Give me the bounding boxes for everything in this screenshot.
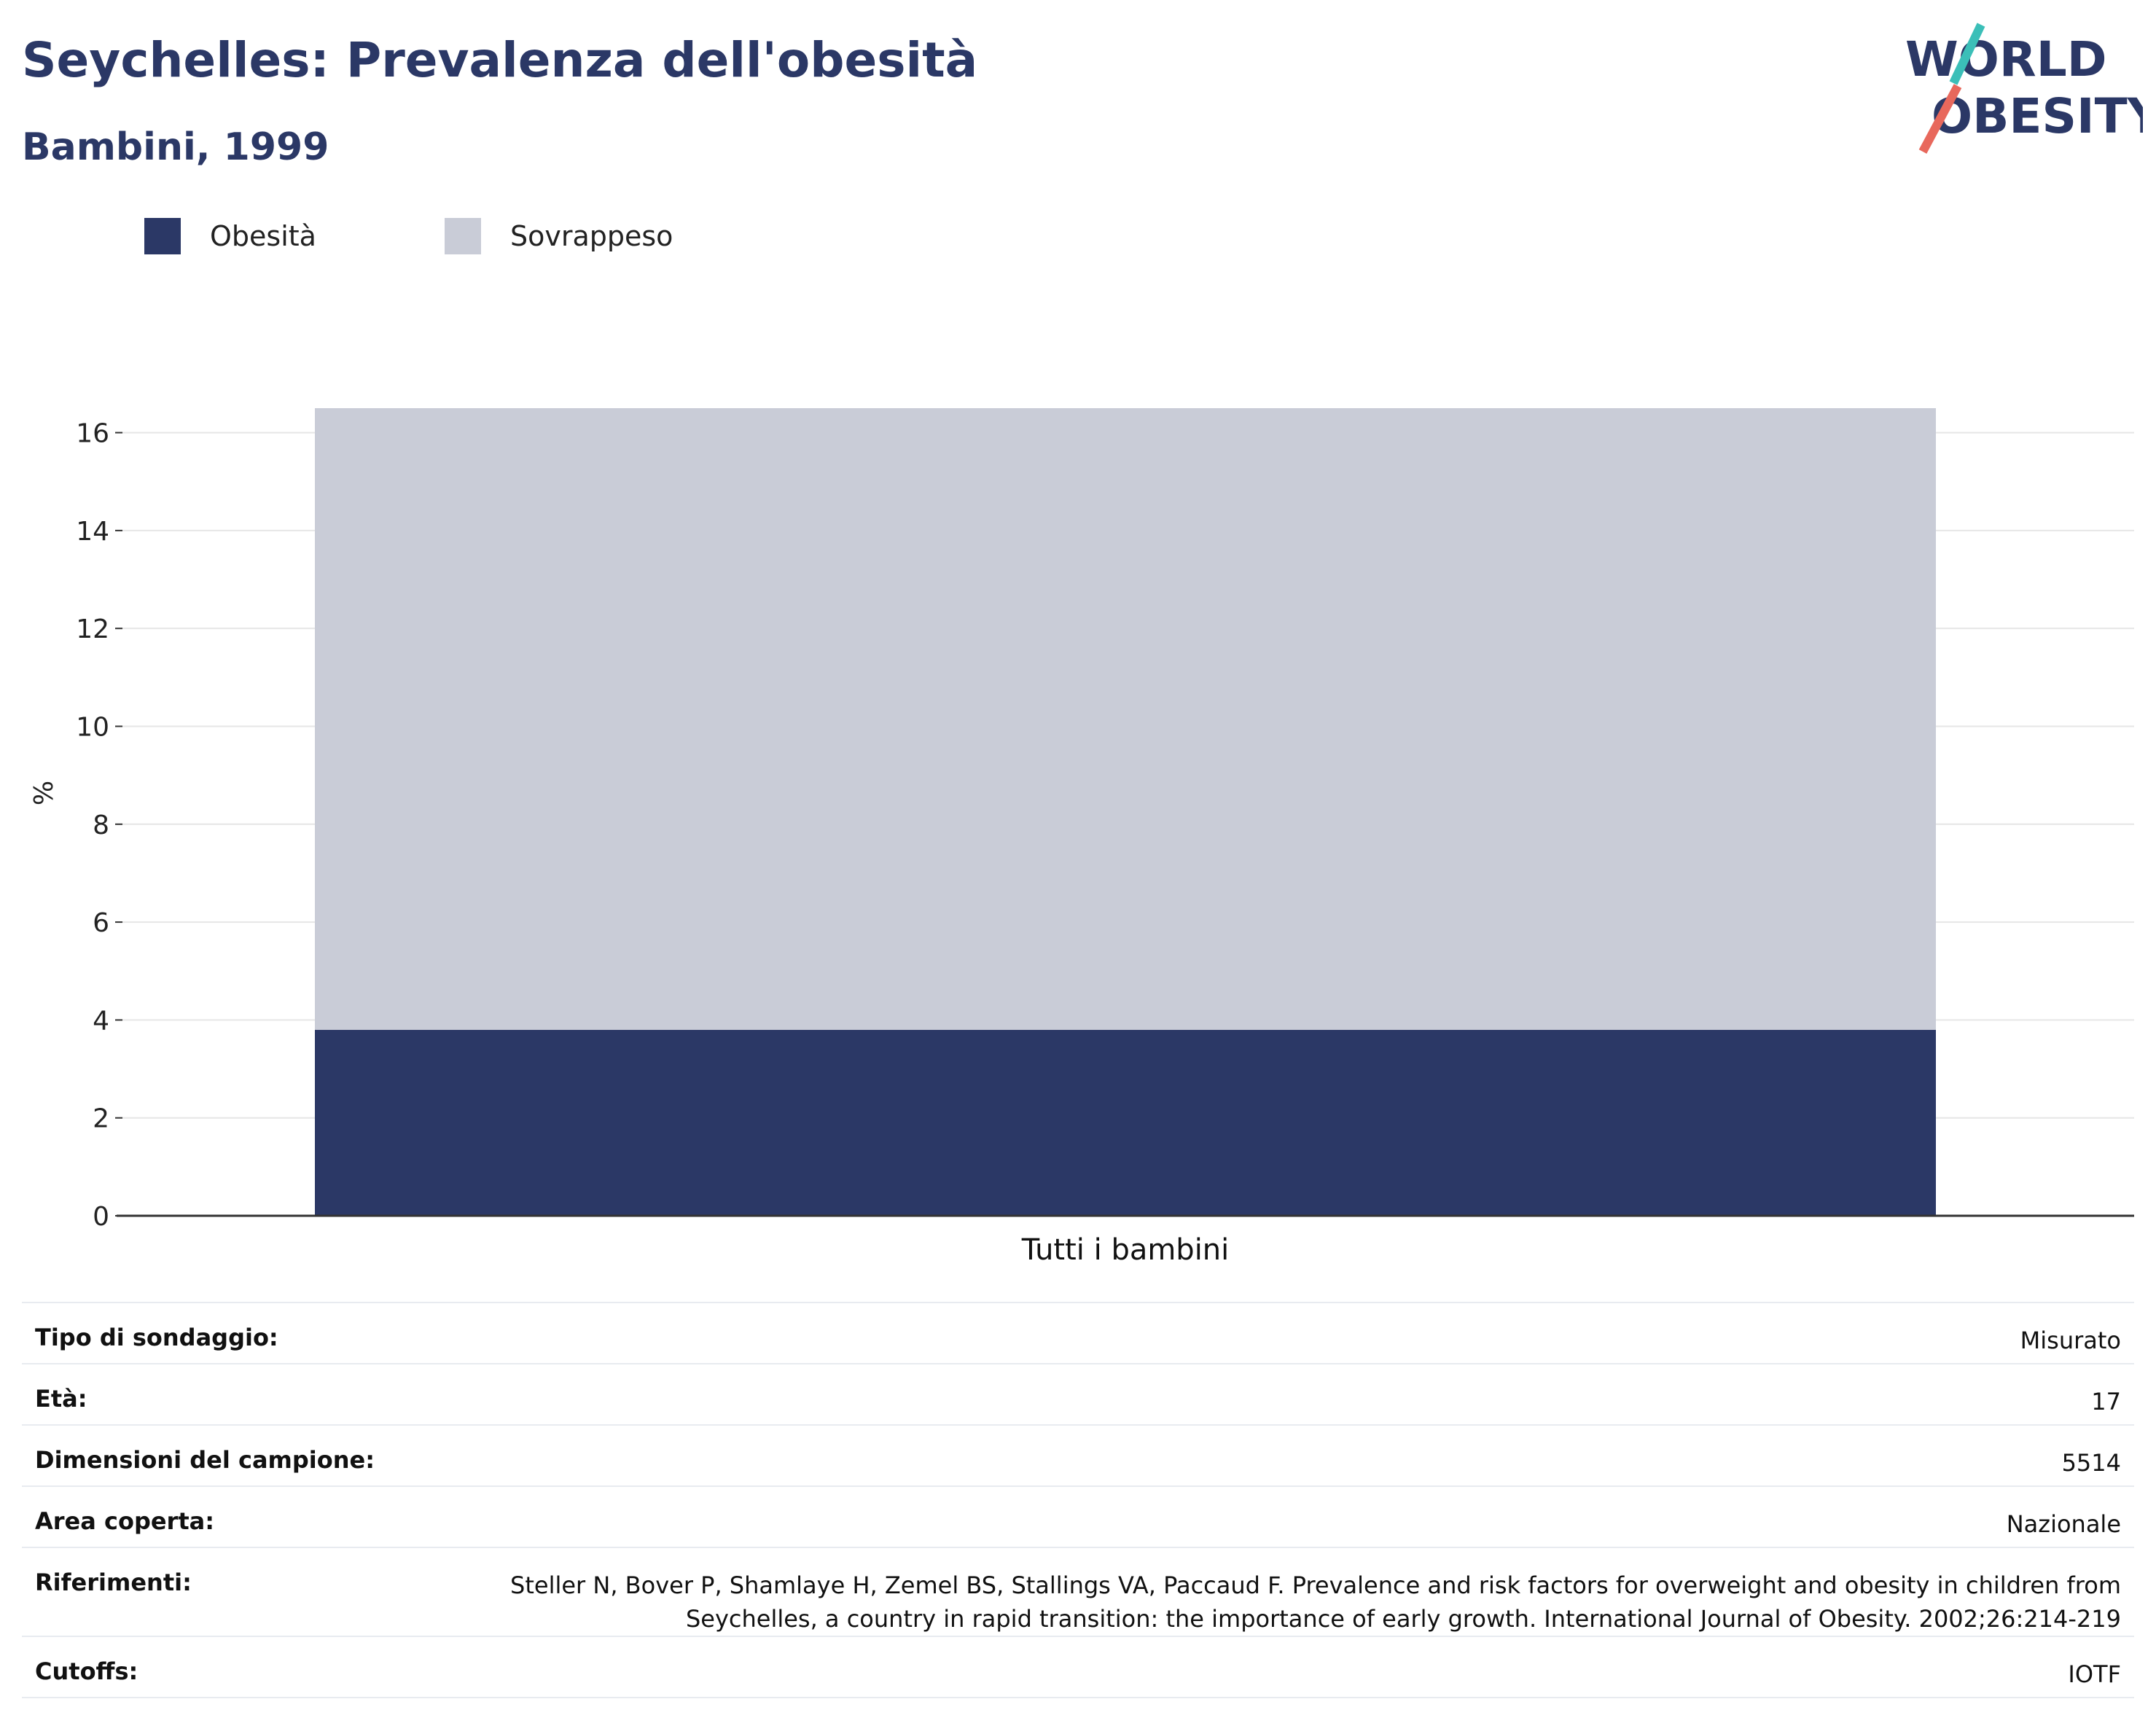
bars	[315, 408, 1936, 1216]
legend-item-sovrappeso[interactable]: Sovrappeso	[445, 216, 673, 257]
info-value: Steller N, Bover P, Shamlaye H, Zemel BS…	[388, 1547, 2134, 1636]
y-tick-label: 4	[93, 1006, 109, 1036]
info-value: Nazionale	[388, 1485, 2134, 1547]
info-value: 5514	[388, 1424, 2134, 1486]
info-row: Area coperta: Nazionale	[22, 1485, 2134, 1547]
legend-label-obesita: Obesità	[210, 220, 316, 252]
y-tick-label: 14	[76, 517, 109, 547]
y-tick-label: 10	[76, 712, 109, 742]
chart-subtitle: Bambini, 1999	[22, 125, 329, 169]
legend-label-sovrappeso: Sovrappeso	[510, 220, 673, 252]
logo-teal-slash	[1949, 23, 1985, 85]
info-key: Dimensioni del campione:	[22, 1424, 388, 1486]
axes: 0 2 4 6 8 10 12 14 16 Tutti i bambini	[76, 419, 2134, 1267]
info-row: Riferimenti: Steller N, Bover P, Shamlaye…	[22, 1547, 2134, 1636]
legend-item-obesita[interactable]: Obesità	[144, 216, 316, 257]
x-category-label: Tutti i bambini	[1021, 1233, 1230, 1267]
bar-obesita[interactable]	[315, 1029, 1936, 1216]
bar-sovrappeso[interactable]	[315, 408, 1936, 1030]
info-key: Cutoffs:	[22, 1636, 388, 1698]
info-key: Età:	[22, 1363, 388, 1425]
legend-swatch-obesita	[144, 218, 181, 254]
info-row: Tipo di sondaggio: Misurato	[22, 1302, 2134, 1364]
info-key: Tipo di sondaggio:	[22, 1302, 388, 1364]
info-row: Età: 17	[22, 1363, 2134, 1425]
y-tick-label: 16	[76, 419, 109, 449]
y-tick-label: 12	[76, 614, 109, 644]
y-tick-label: 2	[93, 1104, 109, 1134]
stacked-bar-chart: 0 2 4 6 8 10 12 14 16 Tutti i bambini %	[29, 408, 2134, 1267]
chart-title: Seychelles: Prevalenza dell'obesità	[22, 32, 978, 88]
info-value: Misurato	[388, 1302, 2134, 1364]
logo-text-line1: WORLD	[1905, 31, 2107, 87]
world-obesity-logo: WORLD OBESITY	[1905, 23, 2143, 154]
y-tick-label: 8	[93, 811, 109, 840]
logo-coral-slash	[1918, 84, 1962, 154]
info-key: Area coperta:	[22, 1485, 388, 1547]
info-row: Dimensioni del campione: 5514	[22, 1424, 2134, 1486]
info-value: 17	[388, 1363, 2134, 1425]
logo-text-line2: OBESITY	[1932, 88, 2143, 144]
y-tick-label: 6	[93, 908, 109, 938]
info-row: Cutoffs: IOTF	[22, 1636, 2134, 1698]
info-value: IOTF	[388, 1636, 2134, 1698]
survey-info-table: Tipo di sondaggio: Misurato Età: 17 Dimensio…	[22, 1302, 2134, 1698]
legend-swatch-sovrappeso	[445, 218, 481, 254]
info-key: Riferimenti:	[22, 1547, 388, 1636]
y-axis-label: %	[29, 781, 59, 805]
y-tick-label: 0	[93, 1202, 109, 1232]
